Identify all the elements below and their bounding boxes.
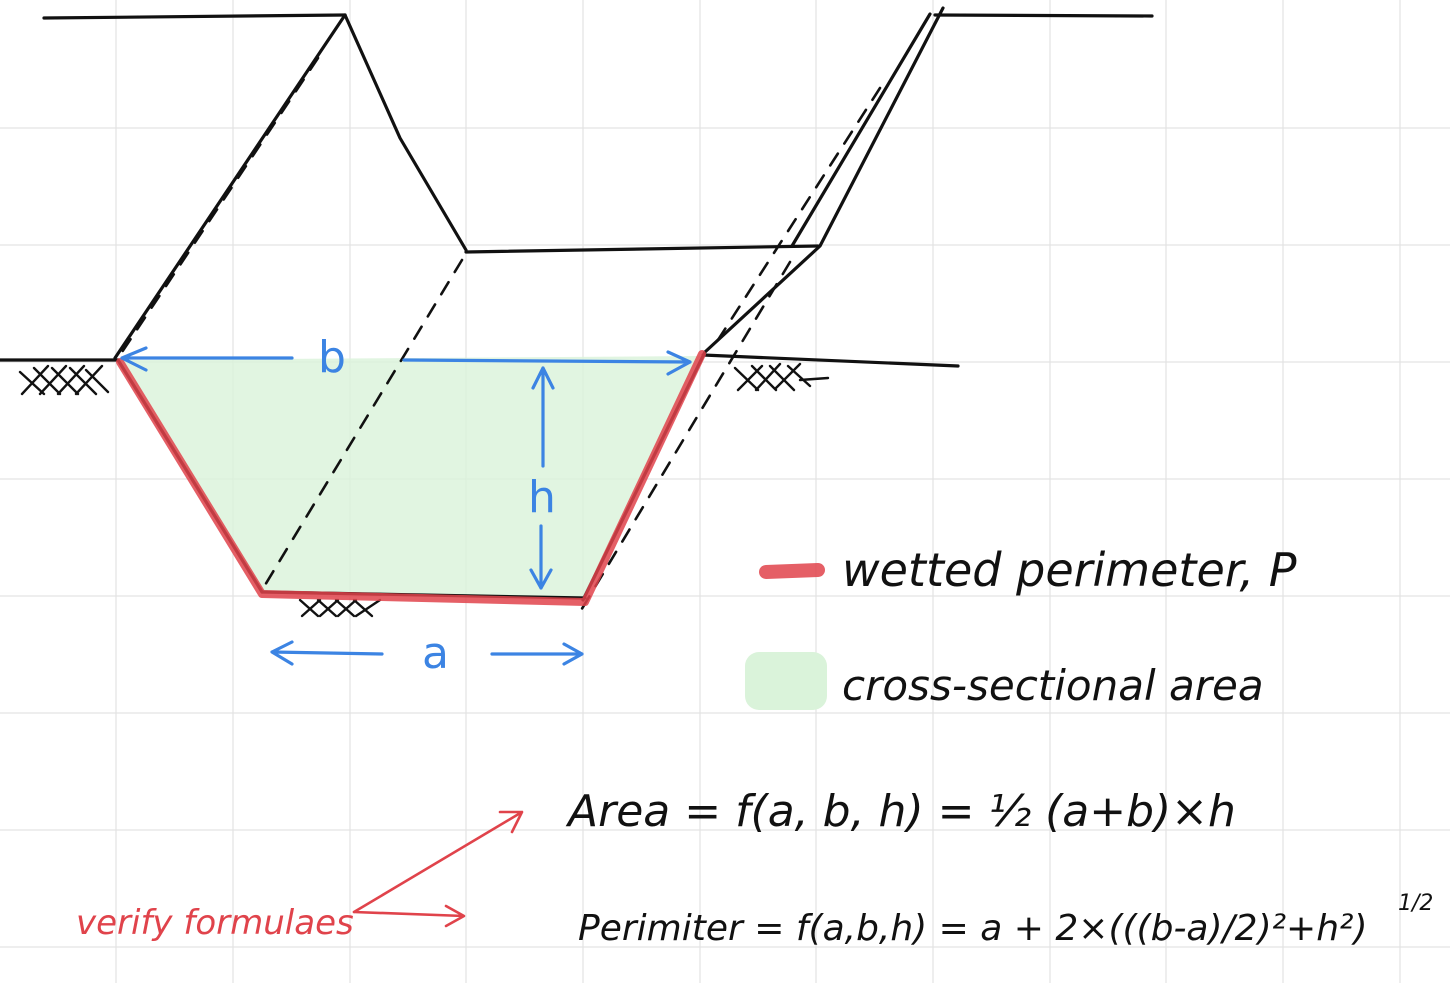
- legend-area-swatch: [745, 652, 827, 710]
- b-label: b: [318, 332, 346, 383]
- hidden-right-diagonal-2: [578, 260, 792, 614]
- note-arrow-right: [352, 904, 466, 928]
- area-formula: Area = f(a, b, h) = ½ (a+b)×h: [565, 786, 1236, 837]
- a-label: a: [422, 628, 449, 679]
- hidden-right-diagonal-1: [716, 86, 882, 342]
- verify-note: verify formulaes: [76, 810, 524, 943]
- top-left-ground-line: [42, 13, 347, 20]
- hidden-edges: [120, 56, 882, 614]
- top-right-ground-line: [933, 13, 1154, 18]
- legend-perimeter-label: wetted perimeter, P: [842, 543, 1297, 597]
- right-bank-top-edge: [703, 6, 945, 354]
- legend: wetted perimeter, P cross-sectional area: [745, 543, 1297, 710]
- wetted-perimeter-line: [116, 350, 706, 606]
- right-ground-line: [701, 353, 960, 368]
- legend-area-label: cross-sectional area: [842, 661, 1264, 710]
- perimeter-formula: Perimiter = f(a,b,h) = a + 2×(((b-a)/2)²…: [578, 908, 1368, 949]
- h-label: h: [528, 472, 556, 523]
- a-arrow-left: [270, 640, 384, 666]
- right-bank-upper-edge: [790, 12, 932, 248]
- dimension-h: h: [528, 366, 556, 590]
- verify-note-text: verify formulaes: [76, 903, 354, 943]
- ground-hatching: [18, 362, 830, 618]
- perimeter-exponent: 1/2: [1398, 891, 1433, 916]
- back-bottom-edge: [464, 244, 820, 254]
- hidden-center-diagonal: [260, 258, 464, 592]
- h-arrow-down: [529, 524, 553, 590]
- left-bank-top-edge: [113, 13, 347, 360]
- left-bank-back-edge: [343, 13, 468, 252]
- cross-sectional-area-fill: [120, 356, 700, 598]
- b-arrow-right: [402, 350, 692, 376]
- formulas: Area = f(a, b, h) = ½ (a+b)×h Perimiter …: [565, 786, 1433, 949]
- legend-perimeter-swatch: [759, 563, 825, 579]
- note-arrow-up: [352, 810, 524, 914]
- dimension-b: b: [120, 332, 692, 383]
- h-arrow-up: [531, 366, 555, 468]
- dimension-a: a: [270, 628, 584, 679]
- a-arrow-right: [490, 642, 584, 666]
- hidden-left-diagonal: [120, 56, 320, 354]
- b-arrow-left: [120, 346, 294, 372]
